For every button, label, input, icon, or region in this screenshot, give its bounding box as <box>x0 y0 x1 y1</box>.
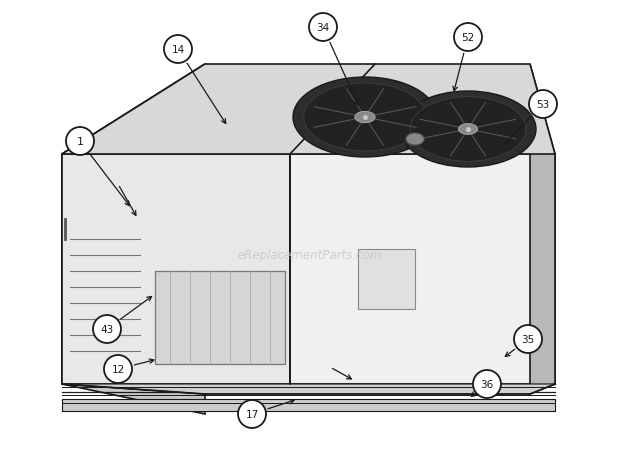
Circle shape <box>309 14 337 42</box>
Circle shape <box>93 315 121 343</box>
Polygon shape <box>358 249 415 309</box>
Text: 17: 17 <box>246 409 259 419</box>
Circle shape <box>514 325 542 353</box>
Polygon shape <box>62 399 555 411</box>
Polygon shape <box>62 384 555 394</box>
Ellipse shape <box>406 134 424 146</box>
Text: 43: 43 <box>100 324 113 334</box>
Circle shape <box>104 355 132 383</box>
Polygon shape <box>62 65 205 414</box>
Polygon shape <box>62 155 290 384</box>
Ellipse shape <box>355 112 375 123</box>
Text: 1: 1 <box>76 136 84 147</box>
Circle shape <box>529 91 557 119</box>
Ellipse shape <box>400 92 536 167</box>
Text: eReplacementParts.com: eReplacementParts.com <box>238 248 382 261</box>
Polygon shape <box>62 65 555 155</box>
Text: 53: 53 <box>536 100 549 110</box>
Ellipse shape <box>410 97 526 162</box>
Text: 52: 52 <box>461 33 475 43</box>
Text: 34: 34 <box>316 23 330 33</box>
Polygon shape <box>290 155 555 384</box>
Polygon shape <box>155 271 285 364</box>
Text: 12: 12 <box>112 364 125 374</box>
Polygon shape <box>62 65 205 394</box>
Circle shape <box>164 36 192 64</box>
Circle shape <box>473 370 501 398</box>
Circle shape <box>454 24 482 52</box>
Circle shape <box>66 128 94 156</box>
Text: 14: 14 <box>171 45 185 55</box>
Ellipse shape <box>293 78 437 157</box>
Polygon shape <box>530 65 555 394</box>
Text: 36: 36 <box>480 379 494 389</box>
Circle shape <box>238 400 266 428</box>
Text: 35: 35 <box>521 334 534 344</box>
Ellipse shape <box>458 124 477 135</box>
Ellipse shape <box>304 84 426 152</box>
